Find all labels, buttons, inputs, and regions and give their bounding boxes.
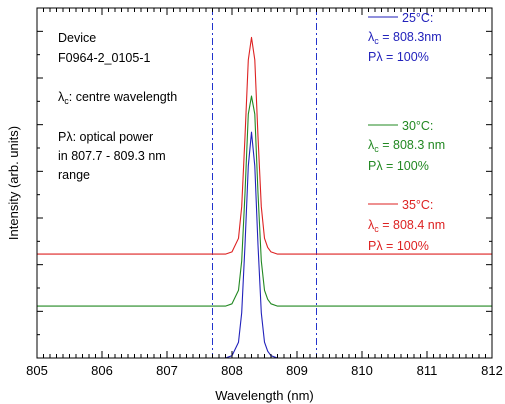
device-annotation: Device F0964-2_0105-1 λc: centre wavelen… bbox=[58, 31, 177, 182]
lambda-c-note: λc: centre wavelength bbox=[58, 90, 177, 106]
y-axis-title: Intensity (arb. units) bbox=[6, 126, 21, 240]
x-tick-label: 807 bbox=[156, 363, 178, 378]
legend-35c: 35°C: λc = 808.4 nm Pλ = 100% bbox=[368, 198, 445, 253]
legend-35c-value: = 808.4 nm bbox=[379, 218, 445, 232]
legend-25c-value: = 808.3nm bbox=[379, 30, 442, 44]
legend-30c-lambda: λ bbox=[368, 138, 375, 152]
power-note-line1: Pλ: optical power bbox=[58, 130, 153, 144]
power-symbol: Pλ bbox=[58, 130, 73, 144]
x-tick-label: 806 bbox=[91, 363, 113, 378]
legend-30c: 30°C: λc = 808.3 nm Pλ = 100% bbox=[368, 119, 445, 173]
x-tick-label: 808 bbox=[221, 363, 243, 378]
axis-ticks bbox=[36, 7, 493, 358]
series-line-30c bbox=[37, 95, 492, 307]
legend-25c-sub: c bbox=[374, 36, 379, 46]
legend-35c-temp: 35°C: bbox=[402, 198, 433, 212]
lambda-description: : centre wavelength bbox=[69, 90, 177, 104]
legend-30c-value: = 808.3 nm bbox=[379, 138, 445, 152]
legend-35c-sub: c bbox=[374, 224, 379, 234]
x-tick-label: 810 bbox=[351, 363, 373, 378]
power-note-line2: in 807.7 - 809.3 nm bbox=[58, 149, 166, 163]
legend-25c: 25°C: λc = 808.3nm Pλ = 100% bbox=[368, 11, 442, 64]
device-id: F0964-2_0105-1 bbox=[58, 51, 150, 65]
x-tick-label: 809 bbox=[286, 363, 308, 378]
reference-lines bbox=[212, 8, 317, 358]
legend-25c-wavelength: λc = 808.3nm bbox=[368, 30, 442, 46]
legend-30c-power: Pλ = 100% bbox=[368, 159, 429, 173]
legend-25c-temp: 25°C: bbox=[402, 11, 433, 25]
x-axis-title: Wavelength (nm) bbox=[215, 388, 314, 403]
legend-25c-lambda: λ bbox=[368, 30, 375, 44]
series-line-25c bbox=[37, 131, 492, 359]
series-group bbox=[37, 36, 492, 359]
power-note-line3: range bbox=[58, 168, 90, 182]
x-tick-labels: 805 806 807 808 809 810 811 812 bbox=[26, 363, 503, 378]
power-description: : optical power bbox=[73, 130, 154, 144]
legend-30c-temp: 30°C: bbox=[402, 119, 433, 133]
legend-35c-lambda: λ bbox=[368, 218, 375, 232]
x-tick-label: 805 bbox=[26, 363, 48, 378]
x-tick-label: 811 bbox=[417, 363, 438, 378]
x-tick-label: 812 bbox=[481, 363, 503, 378]
legend-25c-power: Pλ = 100% bbox=[368, 50, 429, 64]
legend-35c-wavelength: λc = 808.4 nm bbox=[368, 218, 445, 234]
legend-30c-sub: c bbox=[374, 144, 379, 154]
legend-35c-power: Pλ = 100% bbox=[368, 239, 429, 253]
series-line-35c bbox=[37, 36, 492, 255]
lambda-symbol: λ bbox=[58, 90, 65, 104]
device-label: Device bbox=[58, 31, 96, 45]
legend-30c-wavelength: λc = 808.3 nm bbox=[368, 138, 445, 154]
lambda-subscript: c bbox=[64, 96, 69, 106]
